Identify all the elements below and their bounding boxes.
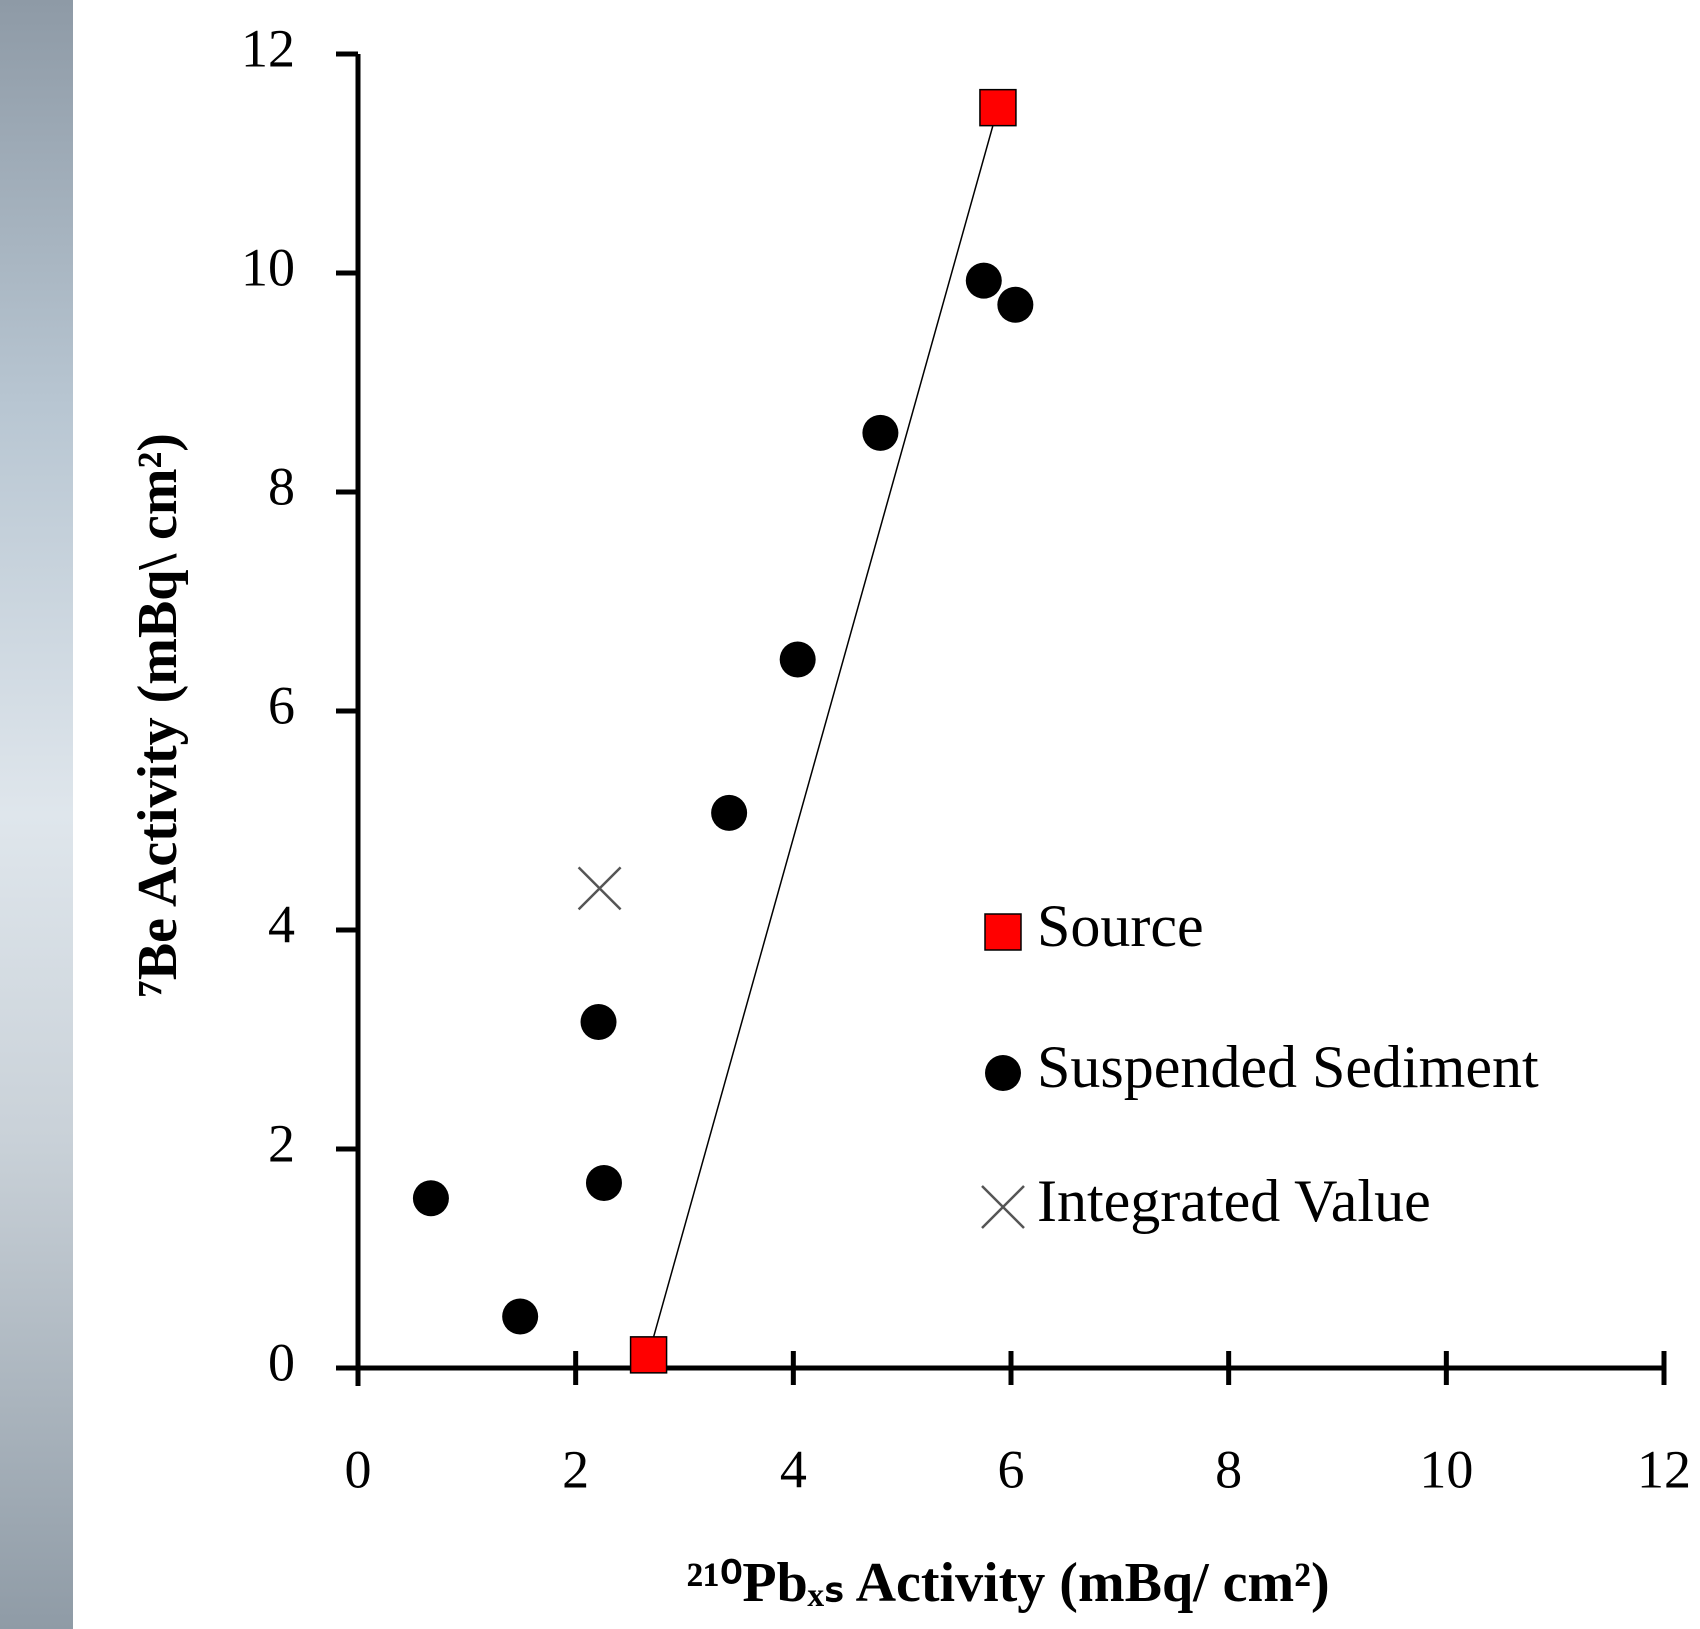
x-tick-label: 2 [562,1439,589,1499]
y-tick-label: 0 [268,1332,295,1392]
x-tick-label: 4 [780,1439,807,1499]
y-tick-label: 2 [268,1113,295,1173]
y-tick-label: 12 [241,18,295,78]
legend-marker [981,1185,1025,1229]
x-tick-label: 0 [345,1439,372,1499]
point [997,286,1034,323]
point [862,414,899,451]
point [502,1298,539,1335]
point [711,794,748,831]
legend-label: Source [1037,893,1204,959]
point [585,1164,622,1201]
legend-label: Suspended Sediment [1037,1034,1539,1100]
point [580,1003,617,1040]
point [412,1180,449,1217]
x-tick-label: 8 [1215,1439,1242,1499]
y-tick-label: 10 [241,237,295,297]
background-strip [0,0,73,1629]
point [779,641,816,678]
point [577,866,622,911]
y-tick-label: 4 [268,894,295,954]
x-tick-label: 12 [1637,1439,1691,1499]
legend-marker [984,913,1022,951]
point [629,1336,668,1374]
legend-marker [985,1055,1021,1091]
point [965,262,1002,299]
y-tick-label: 8 [268,456,295,516]
point [979,88,1017,127]
legend-label: Integrated Value [1037,1168,1431,1234]
x-tick-label: 10 [1419,1439,1473,1499]
y-axis-title: ⁷Be Activity (mBq\ cm²) [127,433,189,997]
connector-line [647,107,999,1356]
x-tick-label: 6 [998,1439,1025,1499]
y-tick-label: 6 [268,675,295,735]
x-axis-title: ²¹⁰Pbₓₛ Activity (mBq/ cm²) [686,1552,1329,1614]
